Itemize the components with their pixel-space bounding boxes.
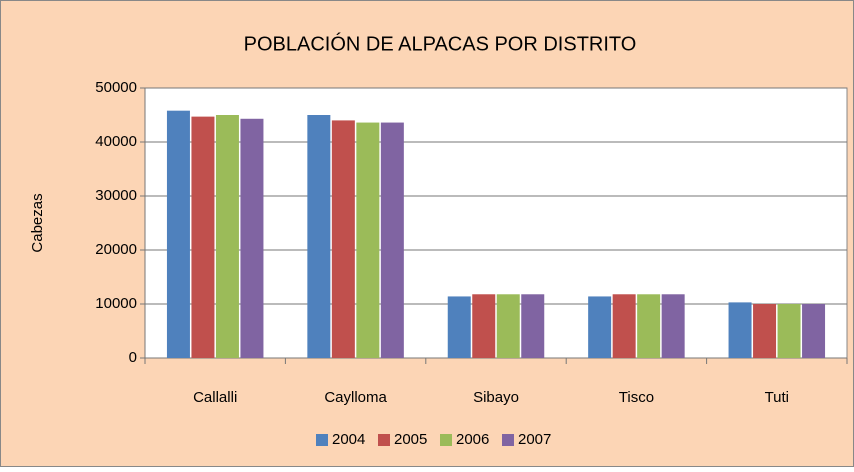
bar: [356, 122, 380, 358]
y-tick-label: 0: [129, 349, 137, 366]
bar: [588, 296, 612, 358]
y-tick-label: 10000: [95, 295, 137, 312]
legend-swatch: [502, 434, 514, 446]
bar: [166, 110, 190, 359]
legend-swatch: [378, 434, 390, 446]
bar: [307, 115, 331, 358]
y-tick-label: 30000: [95, 187, 137, 204]
bar: [728, 302, 752, 358]
bar: [380, 122, 404, 358]
legend-label: 2007: [518, 431, 551, 448]
legend-label: 2006: [456, 431, 489, 448]
bar: [777, 304, 801, 358]
x-tick-label: Sibayo: [473, 389, 519, 406]
chart-title: POBLACIÓN DE ALPACAS POR DISTRITO: [244, 32, 637, 55]
x-tick-label: Tisco: [619, 389, 654, 406]
bar: [612, 294, 636, 358]
legend-label: 2005: [394, 431, 427, 448]
y-tick-label: 20000: [95, 241, 137, 258]
legend-swatch: [316, 434, 328, 446]
y-tick-label: 40000: [95, 133, 137, 150]
bar: [521, 294, 545, 358]
bar: [661, 294, 685, 358]
x-tick-label: Callalli: [193, 389, 237, 406]
legend-label: 2004: [332, 431, 365, 448]
legend-swatch: [440, 434, 452, 446]
bar: [215, 115, 239, 358]
bar: [496, 294, 520, 358]
bar: [753, 304, 777, 358]
bar: [802, 304, 826, 358]
bar: [240, 118, 264, 358]
bar: [331, 120, 355, 359]
x-tick-label: Tuti: [765, 389, 789, 406]
bar: [472, 294, 496, 358]
bar: [637, 294, 661, 358]
bar: [447, 296, 471, 358]
x-tick-label: Caylloma: [324, 389, 387, 406]
y-axis-label: Cabezas: [29, 193, 46, 252]
bar: [191, 116, 215, 359]
y-tick-label: 50000: [95, 79, 137, 96]
